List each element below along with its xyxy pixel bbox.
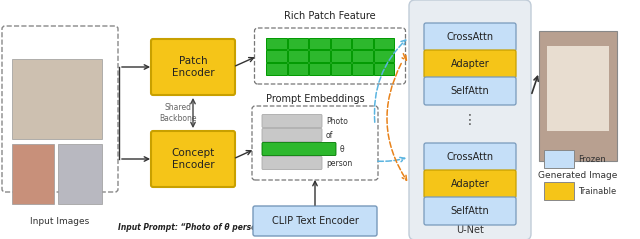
Text: U-Net: U-Net — [456, 225, 484, 235]
FancyBboxPatch shape — [330, 63, 351, 75]
FancyBboxPatch shape — [287, 63, 308, 75]
FancyBboxPatch shape — [58, 144, 102, 204]
FancyBboxPatch shape — [12, 144, 54, 204]
FancyBboxPatch shape — [287, 38, 308, 49]
Text: CLIP Text Encoder: CLIP Text Encoder — [271, 216, 358, 226]
FancyBboxPatch shape — [309, 63, 330, 75]
FancyBboxPatch shape — [547, 46, 609, 131]
FancyBboxPatch shape — [352, 38, 372, 49]
Text: Patch
Encoder: Patch Encoder — [172, 56, 214, 78]
FancyBboxPatch shape — [544, 150, 574, 168]
FancyBboxPatch shape — [262, 114, 322, 127]
FancyBboxPatch shape — [330, 50, 351, 62]
Text: Adapter: Adapter — [451, 179, 490, 189]
FancyBboxPatch shape — [309, 50, 330, 62]
Text: Generated Image: Generated Image — [538, 171, 618, 180]
FancyBboxPatch shape — [266, 50, 287, 62]
FancyBboxPatch shape — [424, 197, 516, 225]
FancyBboxPatch shape — [409, 0, 531, 239]
FancyBboxPatch shape — [374, 63, 394, 75]
Text: Adapter: Adapter — [451, 59, 490, 69]
Text: ⋮: ⋮ — [463, 113, 477, 127]
FancyBboxPatch shape — [262, 129, 322, 141]
FancyBboxPatch shape — [12, 59, 102, 139]
Text: Frozen: Frozen — [578, 154, 605, 163]
FancyBboxPatch shape — [309, 38, 330, 49]
FancyBboxPatch shape — [2, 26, 118, 192]
FancyBboxPatch shape — [424, 23, 516, 51]
FancyBboxPatch shape — [151, 39, 235, 95]
FancyBboxPatch shape — [255, 28, 406, 84]
FancyBboxPatch shape — [266, 63, 287, 75]
Text: person: person — [326, 158, 352, 168]
Text: SelfAttn: SelfAttn — [451, 206, 490, 216]
FancyBboxPatch shape — [352, 50, 372, 62]
Text: Trainable: Trainable — [578, 186, 616, 196]
FancyBboxPatch shape — [262, 142, 336, 156]
Text: Input Images: Input Images — [30, 217, 90, 226]
Text: Shared
Backbone: Shared Backbone — [159, 103, 196, 123]
FancyBboxPatch shape — [252, 106, 378, 180]
FancyBboxPatch shape — [253, 206, 377, 236]
FancyBboxPatch shape — [539, 31, 617, 161]
Text: of: of — [326, 130, 333, 140]
Text: SelfAttn: SelfAttn — [451, 86, 490, 96]
FancyBboxPatch shape — [544, 182, 574, 200]
Text: Rich Patch Feature: Rich Patch Feature — [284, 11, 376, 21]
Text: CrossAttn: CrossAttn — [447, 32, 493, 42]
Text: Input Prompt: “Photo of θ person”: Input Prompt: “Photo of θ person” — [118, 223, 267, 232]
Text: θ: θ — [340, 145, 344, 153]
FancyBboxPatch shape — [151, 131, 235, 187]
Text: Concept
Encoder: Concept Encoder — [172, 148, 214, 170]
FancyBboxPatch shape — [330, 38, 351, 49]
FancyBboxPatch shape — [424, 143, 516, 171]
Text: Photo: Photo — [326, 116, 348, 125]
FancyBboxPatch shape — [424, 77, 516, 105]
FancyBboxPatch shape — [424, 170, 516, 198]
Text: CrossAttn: CrossAttn — [447, 152, 493, 162]
FancyBboxPatch shape — [287, 50, 308, 62]
FancyBboxPatch shape — [266, 38, 287, 49]
Text: Prompt Embeddings: Prompt Embeddings — [266, 94, 364, 104]
FancyBboxPatch shape — [352, 63, 372, 75]
FancyBboxPatch shape — [374, 38, 394, 49]
FancyBboxPatch shape — [262, 157, 322, 169]
FancyBboxPatch shape — [424, 50, 516, 78]
FancyBboxPatch shape — [374, 50, 394, 62]
